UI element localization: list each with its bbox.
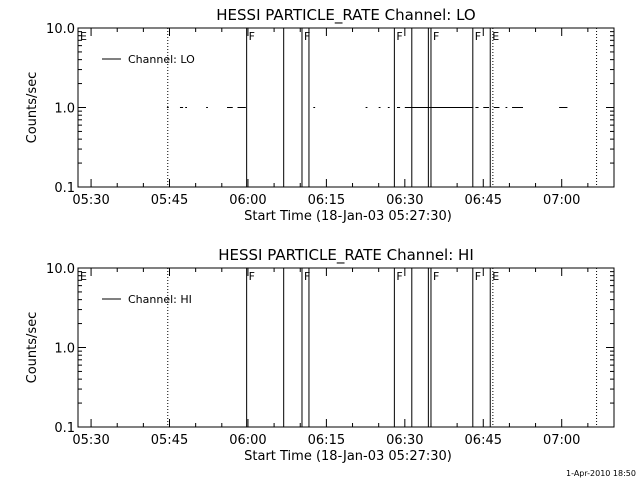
x-tick-label: 05:45 <box>151 433 188 448</box>
event-flag-label: F <box>396 30 402 43</box>
y-axis-label: Counts/sec <box>25 312 40 384</box>
event-flag-label: F <box>304 30 310 43</box>
event-flag-label: F <box>433 30 439 43</box>
x-tick-label: 06:00 <box>229 193 266 208</box>
legend-label: Channel: LO <box>128 53 195 66</box>
x-tick-label: 05:30 <box>72 193 109 208</box>
y-tick-label: 10.0 <box>46 262 75 277</box>
chart-panel: HESSI PARTICLE_RATE Channel: LO 05:30 05:4… <box>25 6 615 224</box>
y-axis-label: Counts/sec <box>25 72 40 144</box>
legend-label: Channel: HI <box>128 293 192 306</box>
x-tick-label: 06:45 <box>465 193 502 208</box>
event-flag-label: F <box>249 30 255 43</box>
event-flag-label: F <box>475 30 481 43</box>
x-tick-label: 06:00 <box>229 433 266 448</box>
y-tick-label: 0.1 <box>54 181 75 196</box>
x-tick-label: 05:30 <box>72 433 109 448</box>
y-tick-label: 1.0 <box>54 342 75 357</box>
event-flag-label: E <box>492 30 499 43</box>
chart-title: HESSI PARTICLE_RATE Channel: LO <box>216 6 475 25</box>
chart-title: HESSI PARTICLE_RATE Channel: HI <box>218 246 474 265</box>
y-tick-label: 1.0 <box>54 102 75 117</box>
footer-timestamp: 1-Apr-2010 18:50 <box>566 469 636 478</box>
x-tick-label: 05:45 <box>151 193 188 208</box>
event-flag-label: F <box>249 270 255 283</box>
event-flag-label: F <box>475 270 481 283</box>
x-tick-label: 07:00 <box>543 433 580 448</box>
event-flag-label: E <box>80 270 87 283</box>
y-tick-label: 10.0 <box>46 22 75 37</box>
y-tick-label: 0.1 <box>54 421 75 436</box>
x-axis-label: Start Time (18-Jan-03 05:27:30) <box>244 449 452 464</box>
event-flag-label: F <box>396 270 402 283</box>
chart-panel: HESSI PARTICLE_RATE Channel: HI 05:30 05:4… <box>25 246 615 464</box>
x-tick-label: 06:45 <box>465 433 502 448</box>
x-tick-label: 06:15 <box>308 433 345 448</box>
x-tick-label: 06:15 <box>308 193 345 208</box>
event-flag-label: E <box>80 30 87 43</box>
x-axis-label: Start Time (18-Jan-03 05:27:30) <box>244 209 452 224</box>
event-flag-label: F <box>304 270 310 283</box>
event-flag-label: F <box>433 270 439 283</box>
x-tick-label: 06:30 <box>386 193 423 208</box>
x-tick-label: 06:30 <box>386 433 423 448</box>
x-tick-label: 07:00 <box>543 193 580 208</box>
event-flag-label: E <box>492 270 499 283</box>
